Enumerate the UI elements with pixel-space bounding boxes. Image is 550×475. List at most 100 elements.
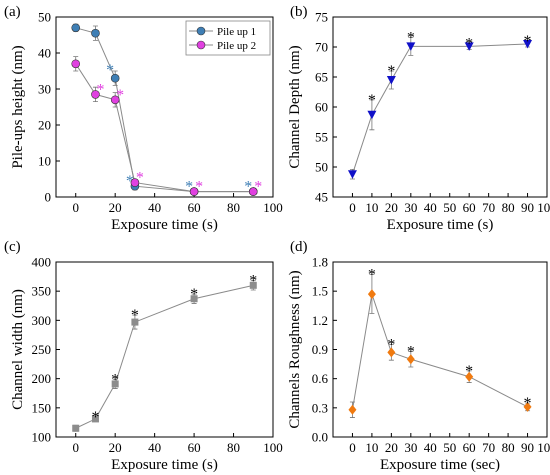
x-tick-label: 70 xyxy=(482,440,495,455)
x-tick-label: 40 xyxy=(424,440,437,455)
data-point xyxy=(465,371,474,382)
y-tick-label: 40 xyxy=(38,46,51,61)
significance-star: * xyxy=(185,179,193,196)
y-tick-label: 60 xyxy=(315,100,328,115)
x-tick-label: 0 xyxy=(72,200,79,215)
significance-star: * xyxy=(244,179,252,196)
legend-label: Pile up 2 xyxy=(217,40,256,52)
x-tick-label: 50 xyxy=(443,200,456,215)
y-tick-label: 10 xyxy=(38,154,51,169)
series-line xyxy=(351,293,528,410)
data-point xyxy=(110,73,120,83)
x-tick-label: 40 xyxy=(148,440,161,455)
x-axis-label: Exposure time (s) xyxy=(387,217,494,233)
significance-star: * xyxy=(387,337,395,354)
significance-star: * xyxy=(136,170,144,187)
series-line xyxy=(75,284,254,429)
plot-frame xyxy=(332,261,548,438)
x-tick-label: 0 xyxy=(349,200,356,215)
chart-panel-c: 0 20 40 60 80 100 100 150 200 250 300 350 400 Exposur… xyxy=(4,239,283,473)
data-point xyxy=(71,59,81,69)
data-point xyxy=(387,347,396,358)
x-tick-label: 30 xyxy=(404,200,417,215)
data-series: ***** xyxy=(71,56,262,196)
data-point xyxy=(91,28,100,38)
data-point xyxy=(189,187,199,196)
x-axis-label: Exposure time (s) xyxy=(111,457,218,473)
data-point xyxy=(348,404,357,415)
data-point xyxy=(523,401,532,412)
x-tick-label: 20 xyxy=(385,440,398,455)
x-tick-label: 20 xyxy=(109,200,122,215)
y-tick-label: 45 xyxy=(315,190,328,205)
significance-star: * xyxy=(524,33,532,50)
y-tick-label: 1.5 xyxy=(312,284,328,299)
y-tick-label: 55 xyxy=(315,130,328,145)
significance-star: * xyxy=(254,179,262,196)
data-point xyxy=(464,42,474,51)
x-tick-label: 40 xyxy=(148,200,161,215)
data-point xyxy=(131,318,139,326)
data-point xyxy=(249,281,257,289)
panel-label: (a) xyxy=(4,4,21,20)
legend: Pile up 1 Pile up 2 xyxy=(185,20,271,56)
data-point xyxy=(248,187,258,196)
significance-star: * xyxy=(368,92,376,109)
x-tick-label: 0 xyxy=(72,440,79,455)
series-line xyxy=(75,63,254,193)
x-tick-label: 60 xyxy=(463,200,476,215)
x-tick-label: 70 xyxy=(482,200,495,215)
y-tick-label: 150 xyxy=(32,400,52,415)
data-point xyxy=(523,40,533,49)
x-tick-label: 60 xyxy=(463,440,476,455)
y-tick-label: 1.8 xyxy=(312,255,328,270)
data-point xyxy=(111,380,119,388)
x-tick-label: 30 xyxy=(404,440,417,455)
data-series: ** * * xyxy=(71,23,258,196)
data-series: ***** xyxy=(72,273,257,432)
data-point xyxy=(347,170,357,179)
significance-star: * xyxy=(368,267,376,284)
x-axis-label: Exposure time (sec) xyxy=(380,457,500,473)
panel-label: (c) xyxy=(4,239,21,255)
y-tick-label: 0 xyxy=(45,190,52,205)
significance-star: * xyxy=(465,363,473,380)
x-tick-label: 50 xyxy=(443,440,456,455)
panel-label: (b) xyxy=(290,4,308,20)
y-tick-label: 1.2 xyxy=(312,313,328,328)
legend-marker xyxy=(196,40,206,50)
x-tick-label: 0 xyxy=(349,440,356,455)
y-tick-label: 20 xyxy=(38,118,51,133)
x-tick-label: 80 xyxy=(502,200,515,215)
data-point xyxy=(386,76,396,85)
y-tick-label: 0.6 xyxy=(312,371,329,386)
y-tick-label: 350 xyxy=(32,284,52,299)
data-point xyxy=(406,42,416,51)
significance-star: * xyxy=(96,81,104,98)
x-tick-label: 100 xyxy=(537,440,550,455)
x-tick-label: 40 xyxy=(424,200,437,215)
x-tick-label: 10 xyxy=(365,440,378,455)
x-tick-label: 10 xyxy=(365,200,378,215)
data-point xyxy=(91,90,100,99)
x-tick-label: 60 xyxy=(188,440,201,455)
y-tick-label: 100 xyxy=(32,430,52,445)
y-tick-label: 65 xyxy=(315,70,328,85)
data-point xyxy=(91,415,99,423)
data-point xyxy=(190,295,198,303)
y-tick-label: 250 xyxy=(32,342,52,357)
significance-star: * xyxy=(111,371,119,388)
y-tick-label: 0.3 xyxy=(312,400,328,415)
significance-star: * xyxy=(407,29,415,46)
x-tick-label: 90 xyxy=(521,440,534,455)
y-tick-label: 50 xyxy=(38,10,51,25)
y-tick-label: 300 xyxy=(32,313,52,328)
panel-label: (d) xyxy=(290,239,308,255)
x-axis-label: Exposure time (s) xyxy=(111,217,218,233)
x-tick-label: 20 xyxy=(385,200,398,215)
significance-star: * xyxy=(126,173,134,190)
data-series: ***** xyxy=(347,29,533,180)
